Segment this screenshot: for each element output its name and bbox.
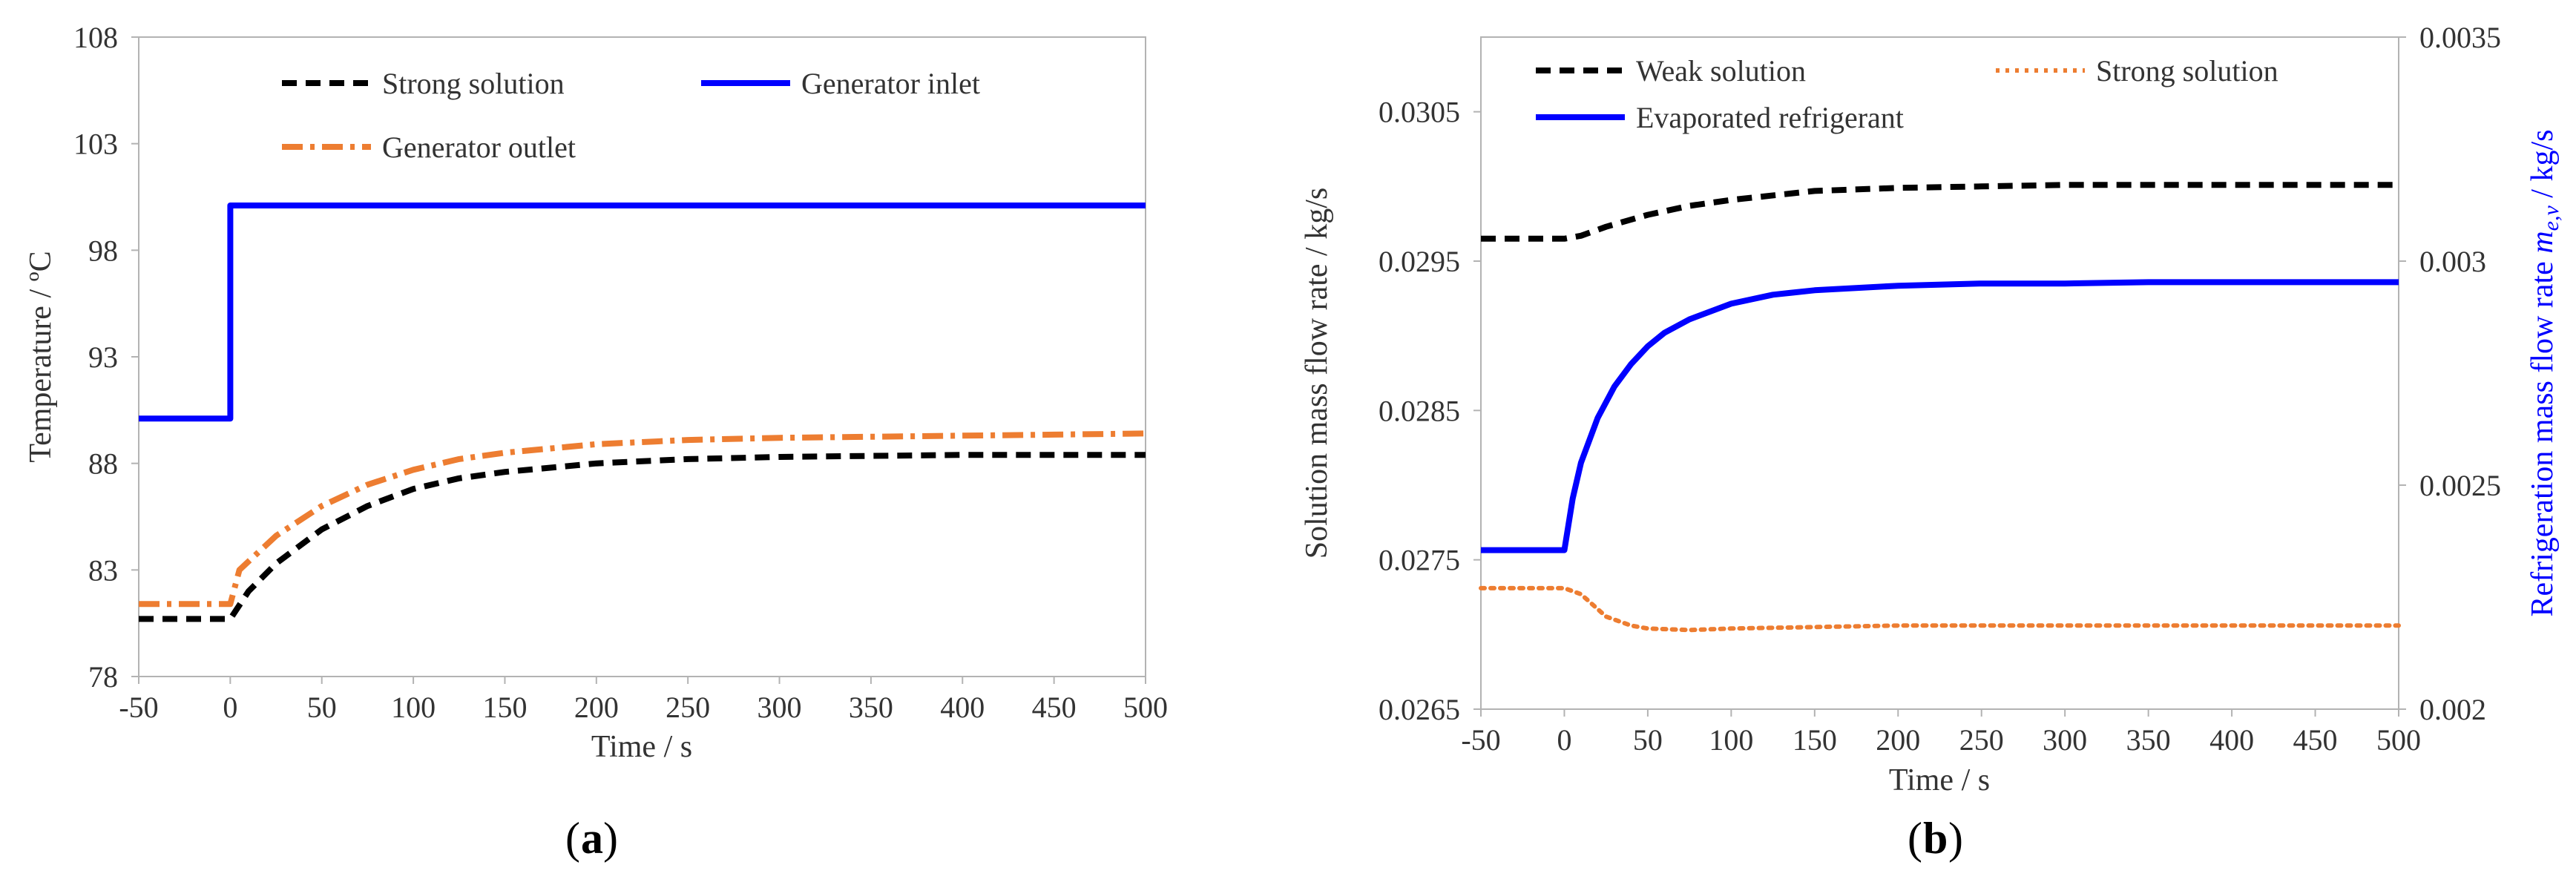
- y2-axis-title-b: Refrigeration mass flow rate me,v / kg/s: [2526, 129, 2563, 616]
- x-tick-label-a-3: 100: [391, 691, 436, 724]
- x-tick-label-b-10: 450: [2293, 723, 2338, 757]
- x-axis-title-b: Time / s: [1889, 763, 1990, 797]
- x-tick-label-a-4: 150: [482, 691, 527, 724]
- x-tick-label-a-10: 450: [1032, 691, 1077, 724]
- series-line-a-generator-inlet: [139, 203, 1146, 422]
- series-line-b-weak-solution: [1481, 182, 2399, 242]
- legend-label-strong-solution-b: Strong solution: [2096, 54, 2278, 88]
- panel-label-a-close: ): [603, 814, 618, 863]
- x-tick-label-b-11: 500: [2376, 723, 2421, 757]
- y-tick-label-b-3: 0.0295: [1379, 245, 1460, 278]
- x-tick-label-a-11: 500: [1123, 691, 1168, 724]
- legend-b: Weak solution Strong solution Evaporated…: [1536, 54, 2278, 134]
- y2-tick-label-b-1: 0.0025: [2419, 469, 2501, 502]
- ticks-a: -50 0 50 100 150 200 250 300 350 400 450 500 78 83 88 9…: [73, 21, 1168, 724]
- x-tick-label-a-9: 400: [940, 691, 985, 724]
- series-b: [1479, 182, 2401, 633]
- y-tick-label-a-5: 103: [73, 128, 118, 161]
- y-tick-label-b-0: 0.0265: [1379, 693, 1460, 726]
- x-tick-label-b-9: 400: [2209, 723, 2254, 757]
- y-tick-label-a-1: 83: [88, 553, 118, 587]
- panel-label-a-open: (: [565, 814, 580, 863]
- y2-tick-label-b-2: 0.003: [2419, 245, 2486, 278]
- x-tick-label-b-1: 0: [1557, 723, 1571, 757]
- series-line-b-strong-solution: [1479, 585, 2401, 633]
- x-tick-label-a-1: 0: [223, 691, 237, 724]
- x-tick-label-a-5: 200: [574, 691, 619, 724]
- y2-tick-label-b-3: 0.0035: [2419, 21, 2501, 54]
- y-tick-label-a-3: 93: [88, 340, 118, 374]
- y-axis-title-b: Solution mass flow rate / kg/s: [1300, 188, 1334, 559]
- panel-label-a: a: [581, 814, 603, 863]
- panel-a: -50 0 50 100 150 200 250 300 350 400 450 500 78 83 88 9…: [24, 21, 1168, 863]
- x-tick-label-a-6: 250: [666, 691, 710, 724]
- x-tick-label-b-4: 150: [1793, 723, 1837, 757]
- y-tick-label-a-6: 108: [73, 21, 118, 54]
- series-line-a-generator-outlet: [139, 430, 1146, 608]
- x-tick-label-b-8: 350: [2126, 723, 2171, 757]
- legend-label-generator-inlet: Generator inlet: [801, 67, 980, 100]
- ticks-b: -50 0 50 100 150 200 250 300 350 400 450 500 0.0265 0…: [1379, 21, 2501, 757]
- legend-label-weak-solution: Weak solution: [1636, 54, 1806, 88]
- y2-axis-title-suffix: / kg/s: [2526, 129, 2560, 205]
- panel-label-b-open: (: [1908, 814, 1922, 863]
- x-axis-title-a: Time / s: [591, 730, 692, 764]
- plot-frame-b: [1480, 36, 2399, 710]
- plot-frame-a: [138, 36, 1146, 677]
- y2-tick-label-b-0: 0.002: [2419, 693, 2486, 726]
- legend-a: Strong solution Generator inlet Generato…: [282, 67, 980, 164]
- y-tick-label-b-2: 0.0285: [1379, 394, 1460, 427]
- legend-label-strong-solution: Strong solution: [382, 67, 565, 100]
- series-line-b-evaporated-refrigerant: [1481, 279, 2399, 553]
- x-tick-label-b-5: 200: [1876, 723, 1920, 757]
- x-tick-label-a-0: -50: [119, 691, 158, 724]
- series-a: [139, 203, 1146, 622]
- y2-axis-title-symbol: m: [2526, 231, 2560, 253]
- y-tick-label-a-2: 88: [88, 447, 118, 481]
- x-tick-label-a-2: 50: [307, 691, 337, 724]
- y2-axis-title-subscript: e,v: [2539, 205, 2563, 231]
- y-tick-label-a-4: 98: [88, 234, 118, 267]
- y2-axis-title-prefix: Refrigeration mass flow rate: [2526, 254, 2560, 617]
- x-tick-label-b-3: 100: [1709, 723, 1753, 757]
- legend-label-evaporated-refrigerant: Evaporated refrigerant: [1636, 101, 1904, 134]
- y-tick-label-a-0: 78: [88, 660, 118, 694]
- panel-label-b: b: [1923, 814, 1948, 863]
- y-axis-title-a: Temperature / ºC: [24, 251, 58, 462]
- panel-b: -50 0 50 100 150 200 250 300 350 400 450 500 0.0265 0…: [1300, 21, 2563, 863]
- x-tick-label-a-8: 350: [849, 691, 893, 724]
- y-tick-label-b-1: 0.0275: [1379, 544, 1460, 577]
- x-tick-label-b-2: 50: [1633, 723, 1663, 757]
- y-tick-label-b-4: 0.0305: [1379, 96, 1460, 129]
- x-tick-label-b-7: 300: [2043, 723, 2087, 757]
- x-tick-label-a-7: 300: [758, 691, 802, 724]
- x-tick-label-b-6: 250: [1959, 723, 2004, 757]
- legend-label-generator-outlet: Generator outlet: [382, 131, 576, 164]
- series-line-a-strong-solution: [139, 452, 1146, 622]
- x-tick-label-b-0: -50: [1461, 723, 1500, 757]
- panel-label-b-close: ): [1948, 814, 1963, 863]
